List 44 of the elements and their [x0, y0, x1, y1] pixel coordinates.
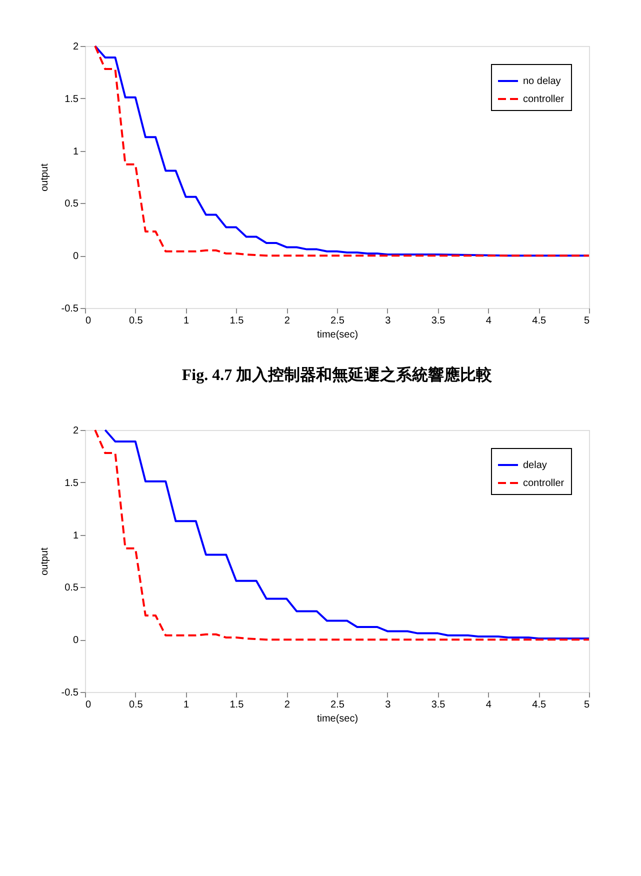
x-tick-label: 3 — [385, 316, 392, 326]
x-axis-title: time(sec) — [316, 330, 358, 340]
x-tick-label: 2.5 — [330, 316, 345, 326]
y-tick-label: 0.5 — [64, 582, 79, 594]
x-tick-label: 0 — [86, 316, 92, 326]
y-tick-label: 1.5 — [64, 478, 79, 489]
legend-label: controller — [523, 94, 565, 105]
line-series — [94, 45, 590, 257]
x-tick-label: 5 — [584, 316, 590, 326]
x-tick-label: 1 — [184, 316, 190, 326]
y-tick-label: -0.5 — [61, 688, 79, 698]
x-tick-label: 2 — [284, 700, 290, 710]
y-tick-label: 2 — [72, 426, 79, 436]
legend-label: controller — [523, 478, 565, 489]
x-tick-label: 0.5 — [128, 700, 144, 710]
x-tick-label: 4 — [486, 700, 492, 710]
x-tick-label: 1.5 — [230, 700, 244, 710]
x-tick-label: 5 — [584, 700, 590, 710]
y-tick-label: 1.5 — [64, 94, 79, 105]
legend-label: no delay — [523, 76, 561, 87]
legend-label: delay — [523, 460, 547, 471]
y-tick-label: 2 — [72, 42, 79, 52]
y-tick-label: 0 — [72, 635, 79, 646]
x-tick-label: 2.5 — [330, 700, 345, 710]
y-tick-label: 0.5 — [64, 198, 79, 210]
y-axis-title: output — [39, 547, 50, 576]
x-tick-label: 3 — [385, 700, 392, 710]
x-tick-label: 2 — [284, 316, 290, 326]
x-tick-label: 1.5 — [230, 316, 244, 326]
x-tick-label: 3.5 — [431, 700, 446, 710]
y-tick-label: 1 — [72, 146, 79, 158]
x-tick-label: 3.5 — [431, 316, 446, 326]
y-tick-label: 0 — [72, 251, 79, 262]
x-tick-label: 4 — [486, 316, 492, 326]
x-tick-label: 0.5 — [128, 316, 144, 326]
x-tick-label: 4.5 — [532, 316, 546, 326]
caption: Fig. 4.7 加入控制器和無延遲之系統響應比較 — [182, 366, 494, 384]
x-axis-title: time(sec) — [316, 714, 358, 724]
y-tick-label: 1 — [72, 530, 79, 542]
x-tick-label: 0 — [86, 700, 92, 710]
x-tick-label: 1 — [184, 700, 190, 710]
x-tick-label: 4.5 — [532, 700, 546, 710]
y-axis-title: output — [39, 163, 50, 192]
y-tick-label: -0.5 — [61, 304, 79, 314]
